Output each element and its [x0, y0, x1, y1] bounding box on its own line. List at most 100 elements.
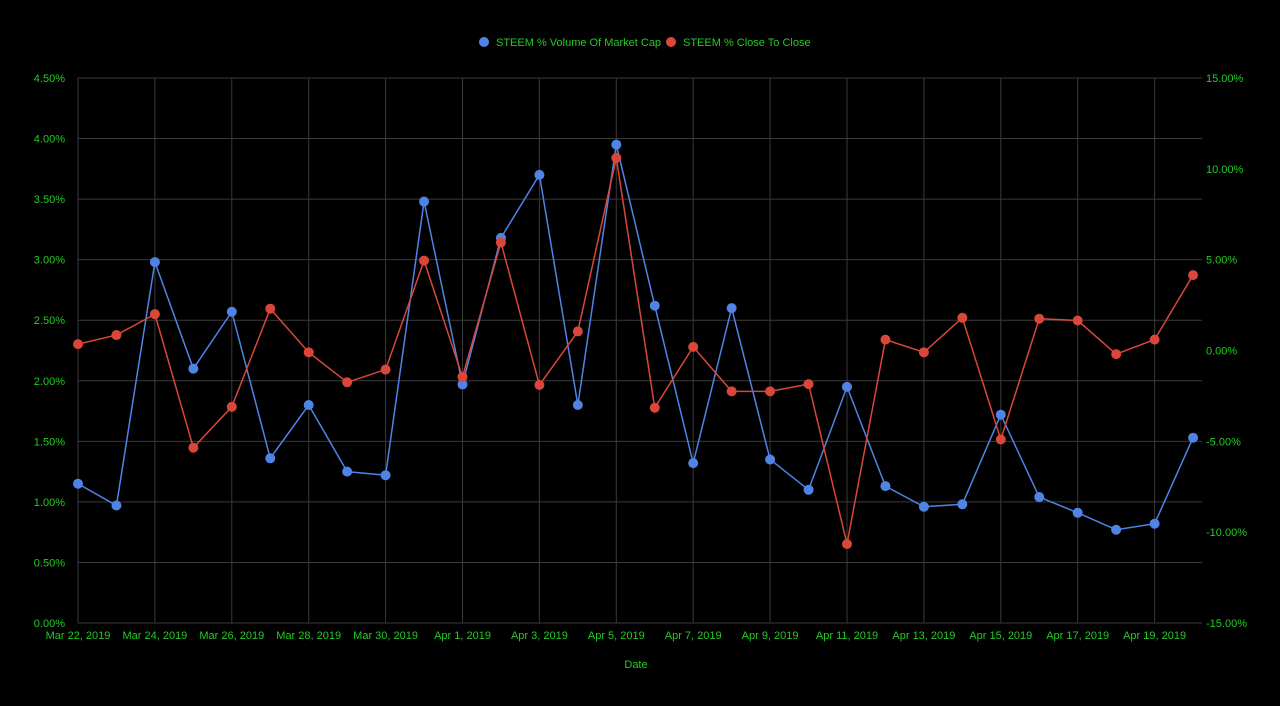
series-close-to-close: [73, 152, 1199, 549]
y-tick-label-left: 4.00%: [34, 134, 65, 146]
data-point-close-to-close[interactable]: [1149, 334, 1160, 345]
data-point-volume-of-market-cap[interactable]: [265, 453, 276, 464]
legend-marker: [479, 37, 489, 47]
data-point-volume-of-market-cap[interactable]: [111, 500, 122, 511]
data-point-volume-of-market-cap[interactable]: [1149, 518, 1160, 529]
y-axis-left-ticks: 0.00% 0.50% 1.00% 1.50% 2.00% 2.50% 3.00% 3.50%…: [34, 73, 65, 630]
data-point-volume-of-market-cap[interactable]: [918, 501, 929, 512]
y-tick-label-left: 1.50%: [34, 436, 65, 448]
data-point-volume-of-market-cap[interactable]: [1111, 524, 1122, 535]
legend-marker: [666, 37, 676, 47]
data-point-close-to-close[interactable]: [73, 339, 83, 350]
data-point-close-to-close[interactable]: [688, 341, 699, 352]
data-point-close-to-close[interactable]: [957, 312, 968, 323]
data-point-volume-of-market-cap[interactable]: [842, 381, 852, 392]
y-tick-label-left: 3.50%: [34, 194, 65, 206]
series-line-volume-of-market-cap: [77, 144, 1194, 531]
data-point-close-to-close[interactable]: [842, 538, 852, 549]
data-point-close-to-close[interactable]: [495, 237, 506, 248]
data-point-close-to-close[interactable]: [534, 380, 545, 391]
data-point-volume-of-market-cap[interactable]: [73, 478, 83, 489]
x-tick-label: Apr 13, 2019: [892, 630, 955, 642]
y-tick-label-right: 0.00%: [1206, 346, 1237, 358]
data-point-volume-of-market-cap[interactable]: [765, 454, 776, 465]
data-point-volume-of-market-cap[interactable]: [880, 481, 891, 492]
y-tick-label-left: 2.50%: [34, 315, 65, 327]
data-point-volume-of-market-cap[interactable]: [957, 499, 968, 510]
data-point-volume-of-market-cap[interactable]: [726, 303, 737, 314]
data-point-close-to-close[interactable]: [226, 401, 237, 412]
legend[interactable]: STEEM % Volume Of Market Cap STEEM % Clos…: [479, 37, 811, 49]
x-tick-label: Apr 5, 2019: [588, 630, 645, 642]
data-point-volume-of-market-cap[interactable]: [342, 466, 353, 477]
data-point-volume-of-market-cap[interactable]: [419, 196, 430, 207]
data-point-volume-of-market-cap[interactable]: [1072, 507, 1083, 518]
data-point-close-to-close[interactable]: [457, 371, 468, 382]
x-tick-label: Apr 7, 2019: [665, 630, 722, 642]
legend-item-volume-of-market-cap[interactable]: STEEM % Volume Of Market Cap: [479, 37, 661, 49]
data-point-close-to-close[interactable]: [726, 386, 737, 397]
data-point-close-to-close[interactable]: [1034, 313, 1045, 324]
data-point-volume-of-market-cap[interactable]: [572, 400, 583, 410]
data-point-volume-of-market-cap[interactable]: [188, 363, 199, 374]
data-point-volume-of-market-cap[interactable]: [1034, 492, 1045, 503]
x-tick-label: Apr 9, 2019: [742, 630, 799, 642]
y-tick-label-right: 10.00%: [1206, 164, 1244, 176]
x-tick-label: Mar 26, 2019: [199, 630, 264, 642]
x-tick-label: Apr 3, 2019: [511, 630, 568, 642]
data-point-volume-of-market-cap[interactable]: [303, 400, 314, 410]
x-tick-label: Mar 28, 2019: [276, 630, 341, 642]
y-tick-label-left: 0.00%: [34, 618, 65, 630]
data-point-volume-of-market-cap[interactable]: [995, 409, 1006, 420]
y-tick-label-right: -5.00%: [1206, 436, 1241, 448]
data-point-volume-of-market-cap[interactable]: [1188, 432, 1199, 443]
x-axis-title: Date: [624, 659, 647, 671]
data-point-close-to-close[interactable]: [803, 379, 814, 390]
y-tick-label-left: 2.00%: [34, 376, 65, 388]
data-point-volume-of-market-cap[interactable]: [380, 470, 391, 481]
series-volume-of-market-cap: [73, 139, 1199, 535]
y-tick-label-left: 0.50%: [34, 557, 65, 569]
data-point-close-to-close[interactable]: [188, 442, 199, 453]
data-point-volume-of-market-cap[interactable]: [803, 484, 814, 495]
y-tick-label-left: 3.00%: [34, 255, 65, 267]
data-point-close-to-close[interactable]: [111, 330, 122, 341]
data-point-close-to-close[interactable]: [1111, 349, 1122, 360]
data-point-close-to-close[interactable]: [611, 152, 622, 163]
data-point-close-to-close[interactable]: [1072, 315, 1083, 326]
data-point-close-to-close[interactable]: [995, 434, 1006, 445]
data-point-volume-of-market-cap[interactable]: [688, 458, 699, 469]
series-line-close-to-close: [77, 157, 1194, 545]
y-tick-label-right: 15.00%: [1206, 73, 1244, 85]
data-point-close-to-close[interactable]: [649, 402, 660, 413]
data-point-close-to-close[interactable]: [419, 255, 430, 266]
data-point-close-to-close[interactable]: [572, 326, 583, 337]
data-point-close-to-close[interactable]: [149, 309, 160, 320]
x-tick-label: Apr 1, 2019: [434, 630, 491, 642]
data-point-volume-of-market-cap[interactable]: [226, 306, 237, 317]
data-point-volume-of-market-cap[interactable]: [649, 300, 660, 311]
data-point-volume-of-market-cap[interactable]: [149, 257, 160, 268]
x-tick-label: Apr 15, 2019: [969, 630, 1032, 642]
data-point-close-to-close[interactable]: [1188, 270, 1199, 281]
data-point-close-to-close[interactable]: [918, 347, 929, 358]
data-point-close-to-close[interactable]: [765, 386, 776, 397]
data-point-volume-of-market-cap[interactable]: [611, 139, 622, 150]
x-tick-label: Apr 19, 2019: [1123, 630, 1186, 642]
data-point-volume-of-market-cap[interactable]: [534, 169, 545, 180]
legend-item-close-to-close[interactable]: STEEM % Close To Close: [666, 37, 811, 49]
data-point-close-to-close[interactable]: [880, 334, 891, 345]
y-tick-label-left: 1.00%: [34, 497, 65, 509]
legend-label: STEEM % Close To Close: [683, 37, 811, 49]
data-point-close-to-close[interactable]: [265, 303, 276, 314]
data-point-close-to-close[interactable]: [303, 347, 314, 358]
data-point-close-to-close[interactable]: [380, 364, 391, 375]
x-axis-ticks: Mar 22, 2019 Mar 24, 2019 Mar 26, 2019 Mar …: [46, 630, 1187, 642]
data-point-close-to-close[interactable]: [342, 377, 353, 388]
x-tick-label: Mar 24, 2019: [122, 630, 187, 642]
legend-label: STEEM % Volume Of Market Cap: [496, 37, 661, 49]
series-layer: [73, 139, 1199, 549]
y-axis-right-ticks: -15.00% -10.00% -5.00% 0.00% 5.00% 10.00% 15.0…: [1206, 73, 1247, 630]
data-point-volume-of-market-cap[interactable]: [457, 379, 468, 390]
